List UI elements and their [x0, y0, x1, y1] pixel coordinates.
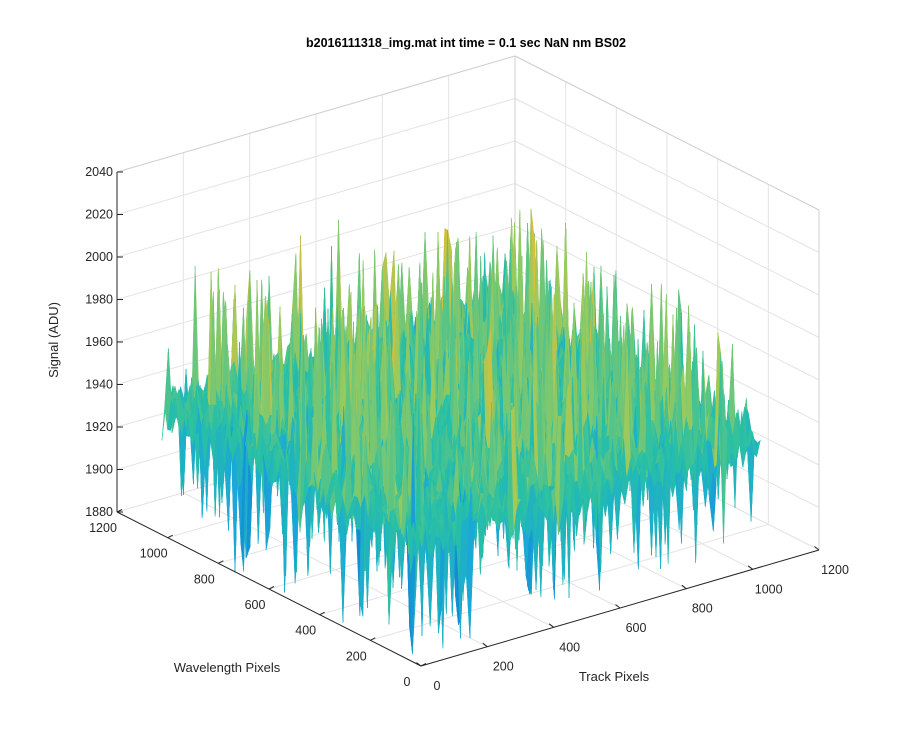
box-edge — [514, 55, 820, 211]
box-edge — [116, 55, 516, 173]
surface-mesh — [161, 208, 761, 654]
